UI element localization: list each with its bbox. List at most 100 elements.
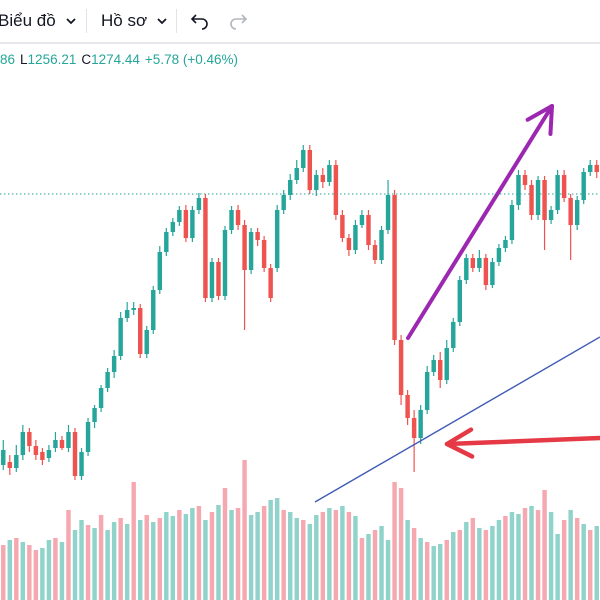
candle-body [477, 258, 482, 268]
volume-bar [294, 518, 299, 600]
chart-menu-button[interactable]: Biểu đồ [0, 0, 77, 42]
volume-bar [1, 545, 6, 600]
candle-body [274, 210, 280, 268]
candle-body [457, 280, 462, 322]
candle-body [98, 388, 104, 408]
volume-bar [53, 538, 58, 600]
candle-body [542, 180, 547, 220]
candle-body [229, 210, 234, 230]
volume-bar [144, 515, 149, 600]
candle-body [40, 452, 45, 460]
candle-body [27, 432, 32, 446]
price-chart[interactable] [0, 80, 600, 600]
candle-body [320, 175, 326, 182]
volume-bar [451, 532, 456, 600]
candle-body [418, 410, 423, 438]
candle-body [151, 290, 156, 330]
volume-bar [27, 545, 32, 600]
volume-bar [457, 530, 462, 600]
candle-body [385, 195, 391, 230]
candle-body [411, 418, 417, 438]
candle-body [203, 198, 208, 298]
candle-body [20, 432, 26, 455]
candle-body [327, 165, 332, 182]
candle-body [255, 232, 260, 240]
volume-bar [242, 460, 247, 600]
candle-body [444, 348, 449, 380]
candle-body [438, 360, 443, 380]
volume-bar [268, 500, 273, 600]
candle-body [105, 372, 110, 388]
candle-body [372, 245, 378, 260]
volume-bar [379, 526, 384, 600]
candle-body [548, 210, 554, 220]
candle-body [529, 185, 534, 215]
close-value: 1274.44 [91, 52, 140, 67]
undo-button[interactable] [187, 9, 213, 33]
candle-body [33, 446, 39, 455]
candle-body [568, 198, 573, 225]
volume-bar [333, 510, 339, 600]
volume-bar [574, 518, 580, 600]
candle-body [268, 268, 273, 298]
volume-bar [196, 506, 202, 600]
candle-body [405, 395, 410, 418]
volume-bar [398, 488, 404, 600]
low-label: L [20, 52, 28, 67]
volume-bar [111, 522, 117, 600]
volume-bar [405, 520, 410, 600]
trendline [314, 336, 600, 503]
candle-body [464, 258, 469, 280]
volume-bar [157, 518, 162, 600]
candle-body [111, 356, 117, 372]
volume-bar [548, 512, 554, 600]
candle-body [483, 258, 489, 285]
volume-bar [535, 510, 541, 600]
candle-body [333, 165, 339, 215]
volume-bar [366, 534, 371, 600]
profile-menu-button[interactable]: Hồ sơ [101, 0, 168, 42]
volume-bar [203, 520, 208, 600]
volume-bar [392, 482, 397, 600]
candle-body [85, 422, 91, 452]
volume-bar [170, 516, 176, 600]
volume-bar [98, 515, 104, 600]
volume-bar [248, 515, 254, 600]
candle-body [594, 165, 599, 172]
volume-bar [418, 538, 423, 600]
volume-bar [190, 508, 195, 600]
candle-body [516, 175, 521, 205]
candle-body [353, 225, 358, 250]
candle-body [196, 198, 202, 210]
volume-bar [353, 516, 358, 600]
candle-body [46, 450, 52, 458]
volume-bar [46, 540, 52, 600]
close-label: C [81, 52, 92, 67]
volume-bar [288, 512, 293, 600]
volume-bar [529, 506, 534, 600]
volume-bar [14, 538, 19, 600]
candle-body [346, 238, 352, 250]
volume-bar [118, 518, 123, 600]
candle-body [379, 230, 384, 260]
volume-bar [274, 498, 280, 600]
undo-icon [190, 14, 208, 30]
volume-bar [372, 530, 378, 600]
volume-bar [503, 516, 508, 600]
candle-body [92, 408, 97, 422]
volume-bar [359, 538, 365, 600]
candle-body [340, 215, 345, 238]
volume-bar [555, 534, 560, 600]
red-arrow-head [444, 427, 475, 459]
volume-bar [105, 530, 110, 600]
candle-body [235, 210, 241, 225]
candle-body [144, 330, 149, 354]
redo-button[interactable] [225, 9, 251, 33]
volume-bar [301, 520, 306, 600]
candle-body [7, 462, 12, 468]
candle-body [216, 262, 221, 296]
candle-body [561, 175, 567, 198]
candle-body [588, 165, 593, 172]
volume-bar [588, 530, 593, 600]
candle-body [14, 455, 19, 468]
